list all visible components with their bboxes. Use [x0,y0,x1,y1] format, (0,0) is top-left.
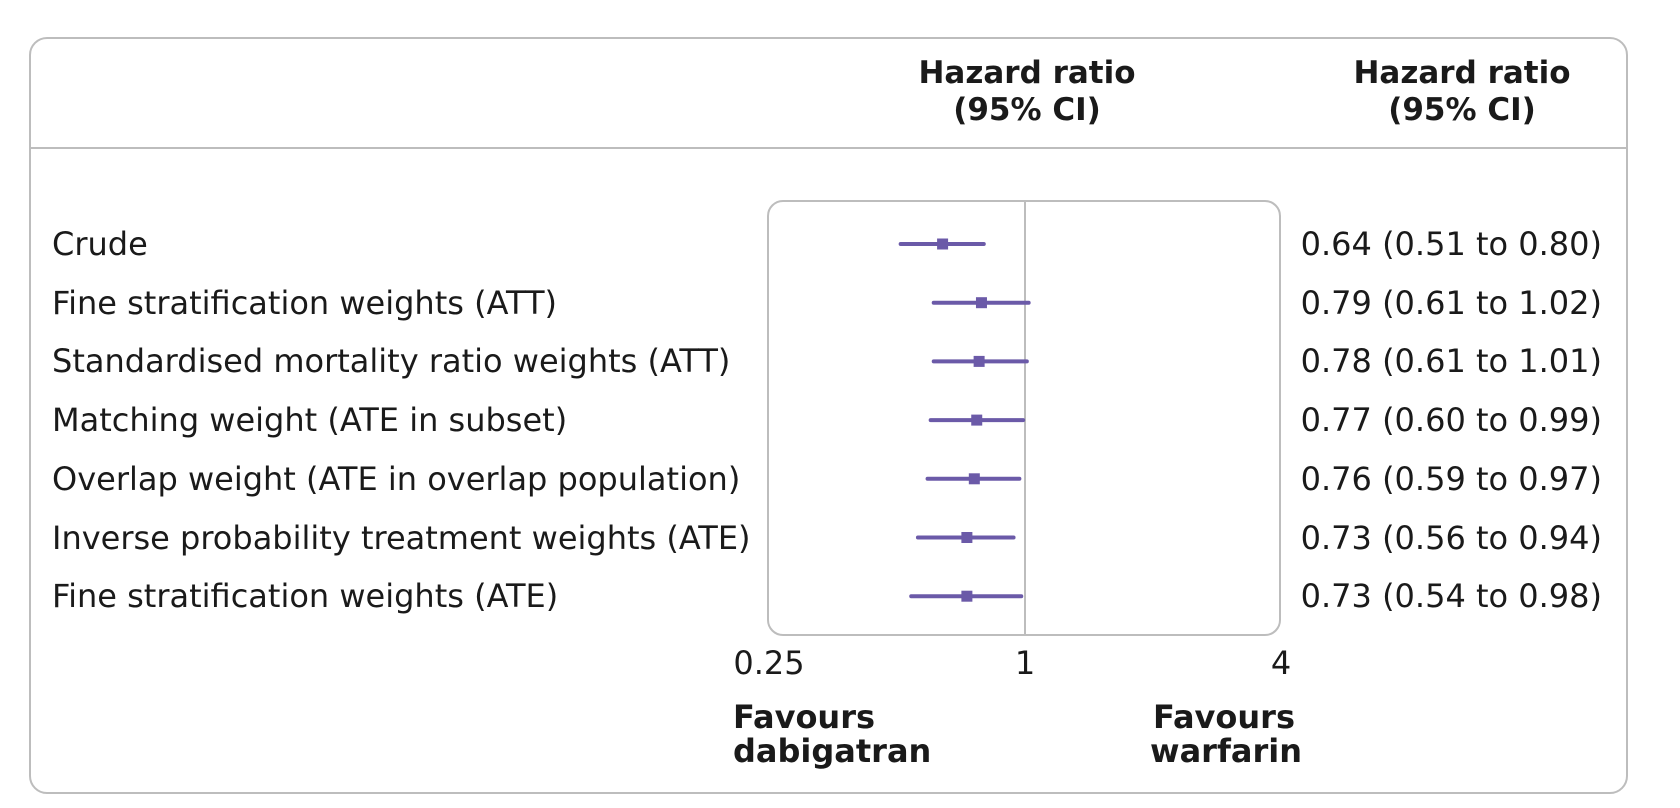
favours-warfarin-caption: Favours warfarin [1150,698,1302,770]
plot-header-line2: (95% CI) [953,92,1101,128]
favours-dabigatran-caption: Favours dabigatran [733,700,931,768]
x-tick-label: 0.25 [733,644,805,682]
row-label: Inverse probability treatment weights (A… [52,518,751,557]
row-label: Fine stratification weights (ATE) [52,577,559,616]
plot-column-header: Hazard ratio (95% CI) [897,55,1157,129]
favours-right-line2: warfarin [1150,732,1302,770]
row-label: Fine stratification weights (ATT) [52,283,557,322]
row-label: Crude [52,225,148,263]
value-header-line2: (95% CI) [1388,92,1536,128]
favours-left-line2: dabigatran [733,732,932,770]
hr-point [968,473,980,485]
row-value: 0.73 (0.54 to 0.98) [1300,577,1602,616]
header-divider [29,147,1628,149]
row-value: 0.73 (0.56 to 0.94) [1300,518,1602,557]
value-header-line1: Hazard ratio [1353,55,1571,91]
row-value: 0.77 (0.60 to 0.99) [1300,401,1602,440]
favours-right-line1: Favours [1152,698,1295,736]
row-value: 0.76 (0.59 to 0.97) [1300,459,1602,498]
favours-left-line1: Favours [733,698,876,736]
hr-point [973,355,985,367]
hr-point [975,297,987,309]
row-value: 0.79 (0.61 to 1.02) [1300,283,1602,322]
x-tick-label: 1 [1014,644,1036,682]
row-value: 0.78 (0.61 to 1.01) [1300,342,1602,381]
value-column-header: Hazard ratio (95% CI) [1332,55,1592,129]
hr-point [961,532,973,543]
hr-point [971,414,983,426]
plot-header-line1: Hazard ratio [918,55,1136,91]
hr-point [961,590,973,602]
row-value: 0.64 (0.51 to 0.80) [1300,225,1602,263]
x-tick-label: 4 [1270,644,1292,682]
row-label: Matching weight (ATE in subset) [52,401,568,440]
row-label: Standardised mortality ratio weights (AT… [52,342,731,381]
hr-point [937,238,949,250]
row-label: Overlap weight (ATE in overlap populatio… [52,459,741,498]
figure-frame [29,37,1628,794]
